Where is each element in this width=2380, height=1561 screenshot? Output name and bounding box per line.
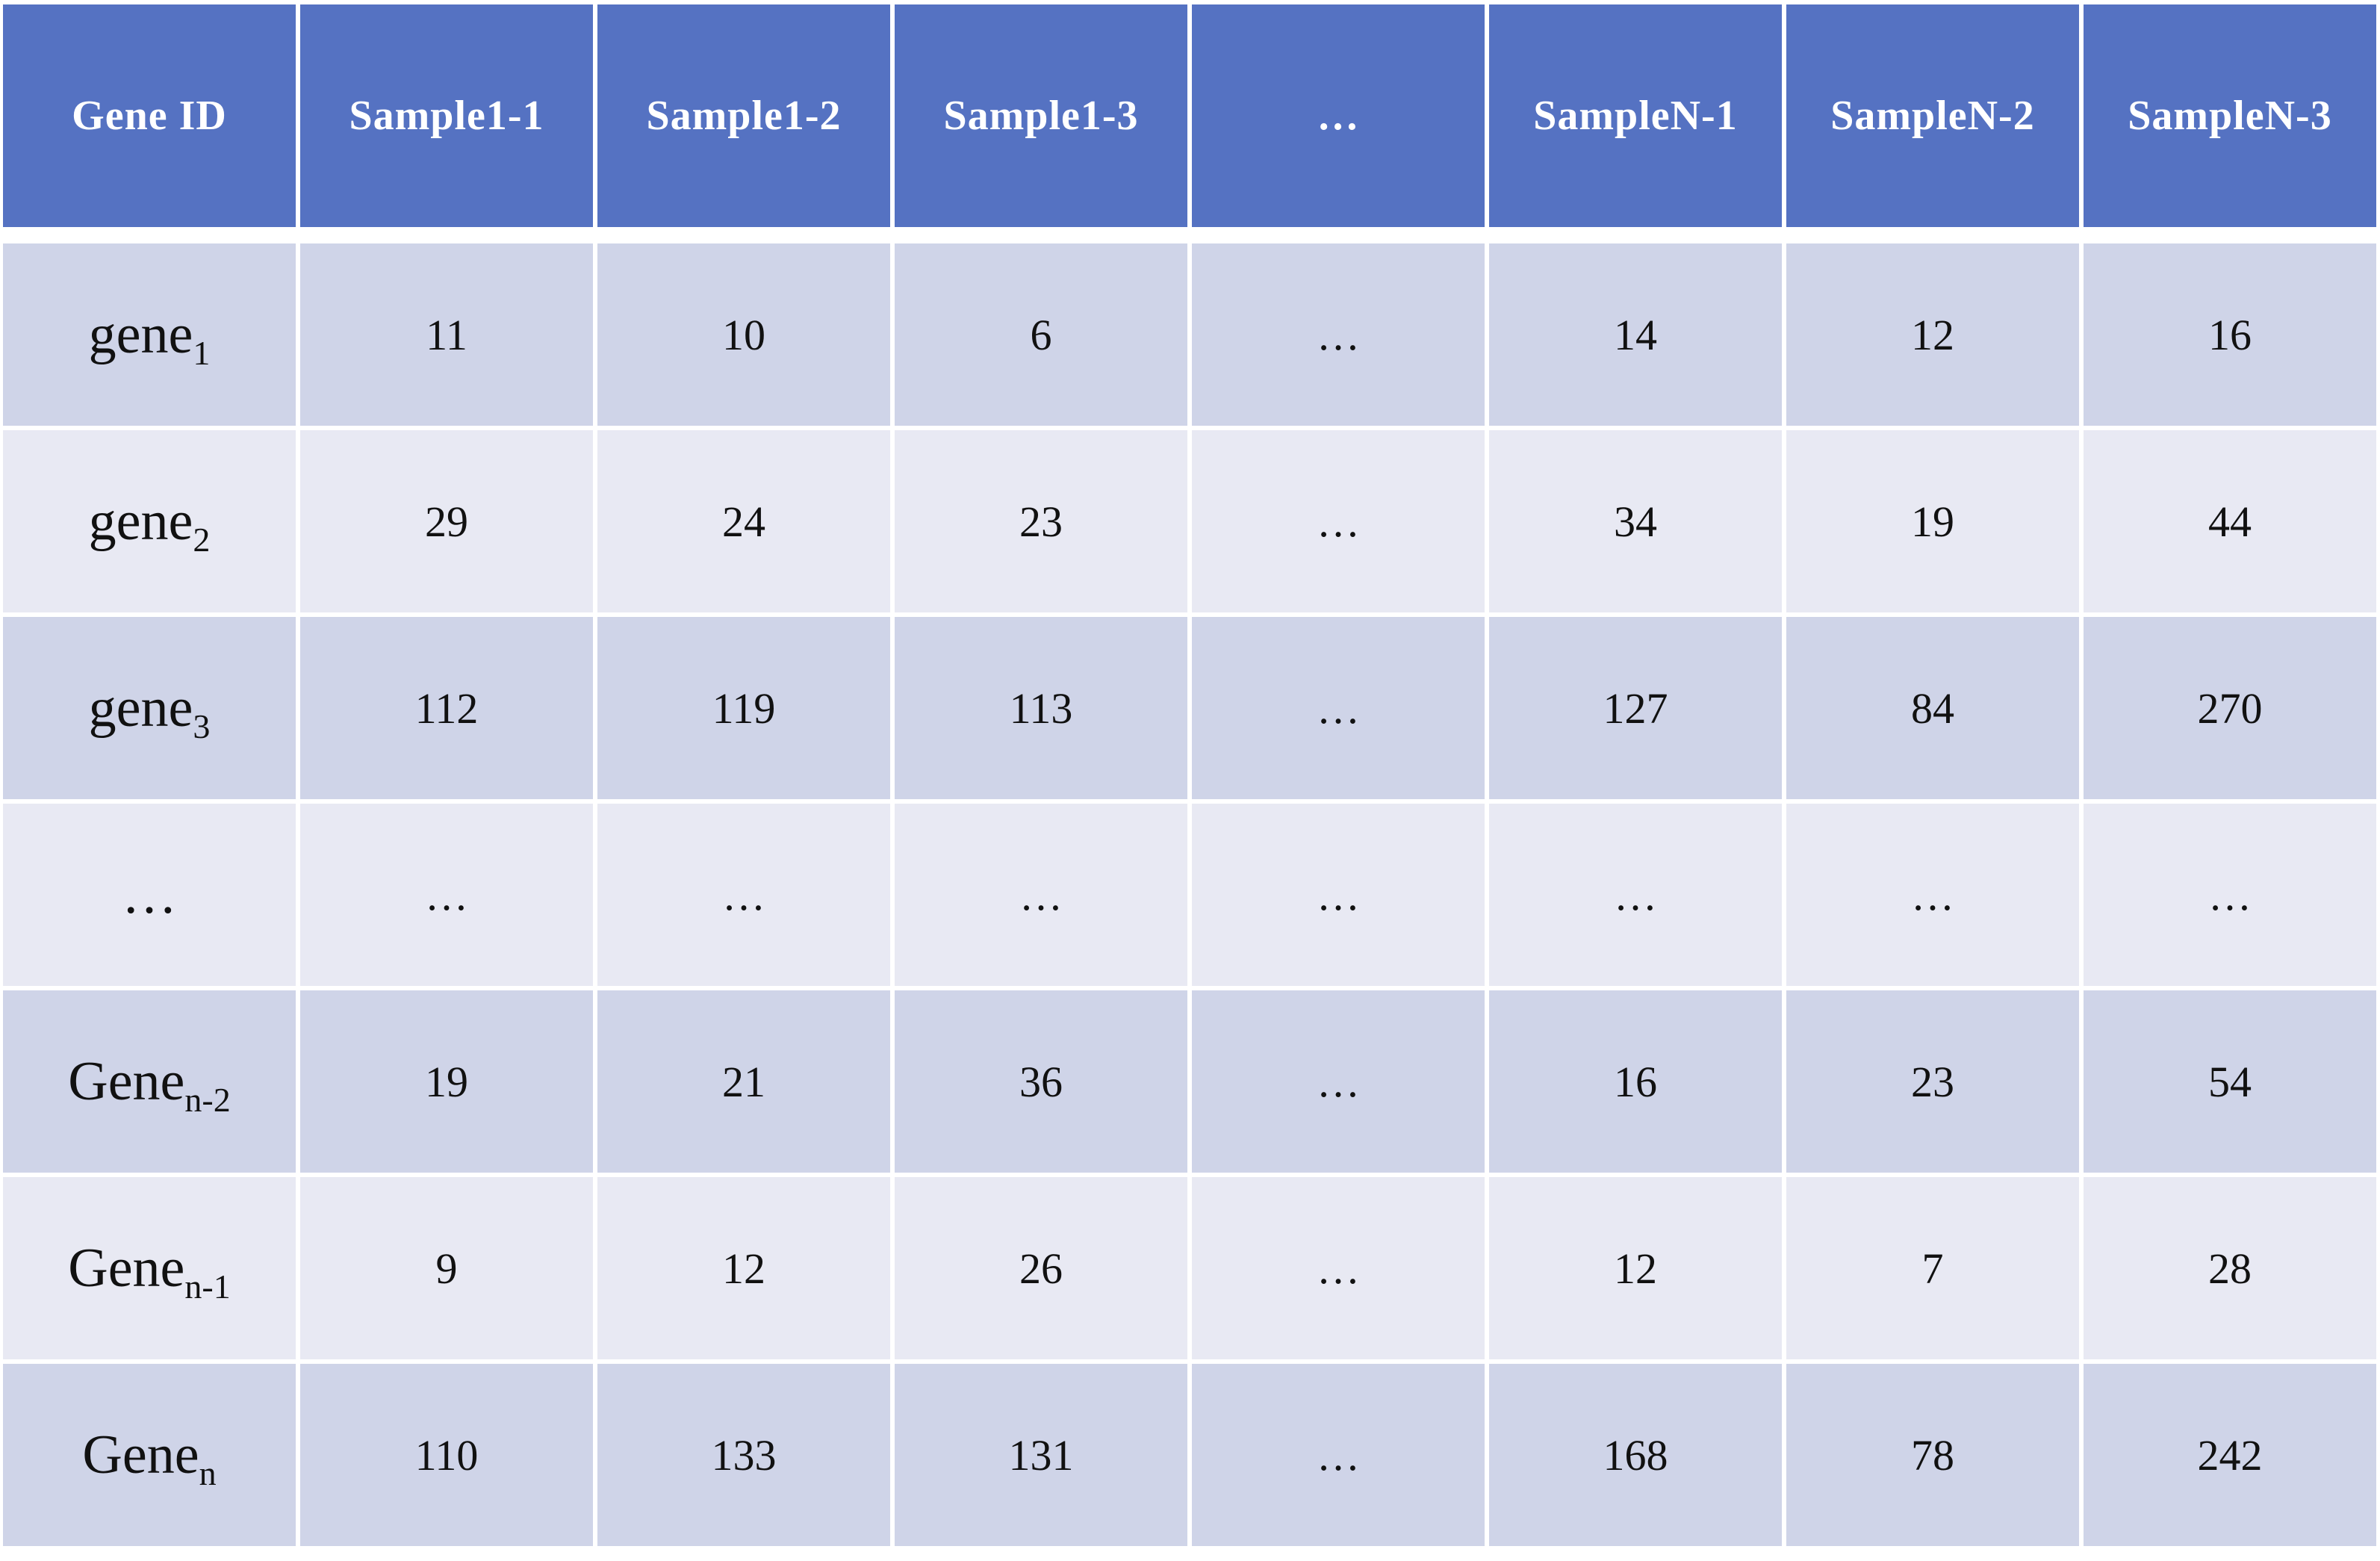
- gene-id-cell: gene1: [3, 243, 296, 426]
- gene-subscript: n-1: [184, 1267, 231, 1306]
- table-row: gene2 29 24 23 … 34 19 44: [3, 430, 2376, 612]
- count-cell: 270: [2084, 617, 2376, 799]
- count-cell: 29: [300, 430, 593, 612]
- count-cell: 110: [300, 1364, 593, 1546]
- count-cell: 19: [300, 990, 593, 1173]
- gene-id-cell: …: [3, 804, 296, 986]
- count-cell: 36: [895, 990, 1187, 1173]
- count-cell: …: [1192, 617, 1485, 799]
- separator-cell: [3, 232, 2376, 239]
- count-cell: 9: [300, 1177, 593, 1359]
- count-cell: …: [300, 804, 593, 986]
- gene-name: Gene: [82, 1424, 199, 1486]
- count-cell: 44: [2084, 430, 2376, 612]
- gene-name: Gene: [68, 1237, 185, 1299]
- gene-subscript: n: [199, 1453, 217, 1492]
- count-cell: …: [1192, 990, 1485, 1173]
- column-header-sample1-1: Sample1-1: [300, 4, 593, 227]
- count-cell: 28: [2084, 1177, 2376, 1359]
- count-cell: …: [1192, 430, 1485, 612]
- gene-subscript: 3: [193, 707, 211, 745]
- column-header-samplen-2: SampleN-2: [1786, 4, 2079, 227]
- count-cell: 133: [597, 1364, 890, 1546]
- table-row: Genen 110 133 131 … 168 78 242: [3, 1364, 2376, 1546]
- count-cell: 127: [1489, 617, 1782, 799]
- count-cell: 23: [895, 430, 1187, 612]
- count-cell: 7: [1786, 1177, 2079, 1359]
- column-header-sample1-2: Sample1-2: [597, 4, 890, 227]
- gene-subscript: 1: [193, 333, 211, 372]
- table-row: … … … … … … … …: [3, 804, 2376, 986]
- count-cell: 24: [597, 430, 890, 612]
- count-cell: 119: [597, 617, 890, 799]
- gene-id-cell: gene2: [3, 430, 296, 612]
- count-cell: 10: [597, 243, 890, 426]
- count-cell: 16: [1489, 990, 1782, 1173]
- count-cell: …: [1786, 804, 2079, 986]
- count-cell: 11: [300, 243, 593, 426]
- gene-id-cell: Genen-1: [3, 1177, 296, 1359]
- gene-name: gene: [88, 303, 193, 365]
- count-cell: 113: [895, 617, 1187, 799]
- count-cell: 21: [597, 990, 890, 1173]
- table-body: gene1 11 10 6 … 14 12 16 gene2 29 24 23 …: [3, 232, 2376, 1546]
- gene-name: Gene: [68, 1050, 185, 1112]
- count-cell: …: [1192, 1177, 1485, 1359]
- column-header-gene-id: Gene ID: [3, 4, 296, 227]
- table-row: gene3 112 119 113 … 127 84 270: [3, 617, 2376, 799]
- column-header-sample1-3: Sample1-3: [895, 4, 1187, 227]
- count-cell: …: [1489, 804, 1782, 986]
- count-cell: 12: [1786, 243, 2079, 426]
- count-cell: 34: [1489, 430, 1782, 612]
- column-header-samplen-3: SampleN-3: [2084, 4, 2376, 227]
- gene-subscript: n-2: [184, 1080, 231, 1119]
- count-cell: 26: [895, 1177, 1187, 1359]
- table-row: Genen-1 9 12 26 … 12 7 28: [3, 1177, 2376, 1359]
- count-cell: 78: [1786, 1364, 2079, 1546]
- count-cell: 19: [1786, 430, 2079, 612]
- gene-id-cell: gene3: [3, 617, 296, 799]
- count-cell: 16: [2084, 243, 2376, 426]
- header-row: Gene ID Sample1-1 Sample1-2 Sample1-3 … …: [3, 4, 2376, 227]
- count-cell: 242: [2084, 1364, 2376, 1546]
- count-cell: 54: [2084, 990, 2376, 1173]
- gene-id-cell: Genen-2: [3, 990, 296, 1173]
- count-cell: 6: [895, 243, 1187, 426]
- gene-id-cell: Genen: [3, 1364, 296, 1546]
- count-cell: 14: [1489, 243, 1782, 426]
- count-cell: …: [1192, 804, 1485, 986]
- count-cell: 12: [597, 1177, 890, 1359]
- column-header-samplen-1: SampleN-1: [1489, 4, 1782, 227]
- count-cell: …: [1192, 1364, 1485, 1546]
- count-cell: 168: [1489, 1364, 1782, 1546]
- count-cell: …: [2084, 804, 2376, 986]
- count-cell: 12: [1489, 1177, 1782, 1359]
- count-cell: 131: [895, 1364, 1187, 1546]
- column-header-ellipsis: …: [1192, 4, 1485, 227]
- gene-subscript: 2: [193, 520, 211, 559]
- table-row: gene1 11 10 6 … 14 12 16: [3, 243, 2376, 426]
- count-cell: 112: [300, 617, 593, 799]
- gene-name: gene: [88, 677, 193, 739]
- table-row: Genen-2 19 21 36 … 16 23 54: [3, 990, 2376, 1173]
- gene-name: gene: [88, 490, 193, 552]
- count-cell: …: [1192, 243, 1485, 426]
- count-cell: …: [597, 804, 890, 986]
- header-separator: [3, 232, 2376, 239]
- gene-name: …: [122, 863, 177, 925]
- count-cell: 23: [1786, 990, 2079, 1173]
- table-header: Gene ID Sample1-1 Sample1-2 Sample1-3 … …: [3, 4, 2376, 227]
- count-cell: …: [895, 804, 1187, 986]
- count-cell: 84: [1786, 617, 2079, 799]
